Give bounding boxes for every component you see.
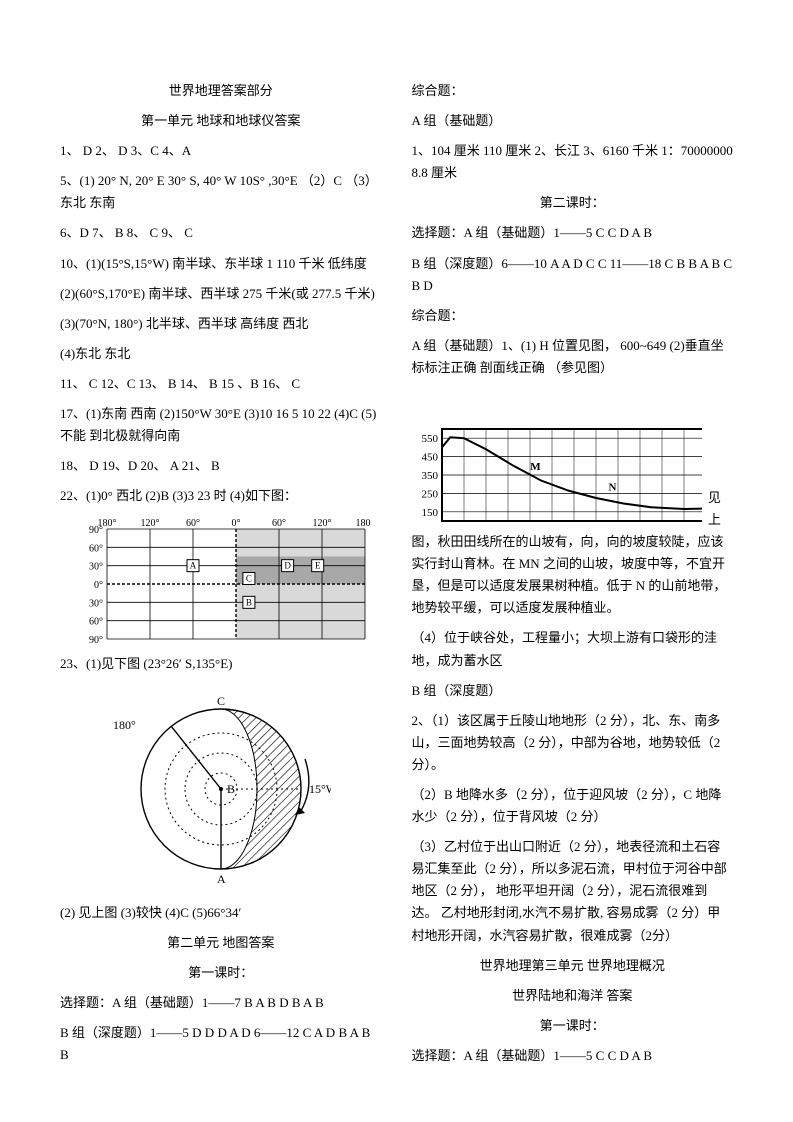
spacer	[412, 387, 734, 421]
svg-text:B: B	[246, 598, 252, 608]
svg-text:B: B	[227, 782, 235, 796]
svg-text:60°: 60°	[186, 518, 200, 529]
title-lesson1: 第一课时：	[60, 962, 382, 984]
grid-figure: 180°120°60°0°60°120°180°90°60°30°0°30°60…	[60, 515, 382, 645]
ans-line: 1、104 厘米 110 厘米 2、长江 3、6160 千米 1：7000000…	[412, 140, 734, 184]
svg-text:N: N	[608, 481, 616, 493]
ans-line: (2) 见上图 (3)较快 (4)C (5)66°34′	[60, 902, 382, 924]
ans-line: （3）乙村位于出山口附近（2 分），地表径流和土石容易汇集至此（2 分），所以多…	[412, 836, 734, 946]
ans-line: 11、 C 12、C 13、 B 14、 B 15 、B 16、 C	[60, 373, 382, 395]
title-unit3: 世界地理第三单元 世界地理概况	[412, 955, 734, 977]
ans-line: 图，秋田田线所在的山坡有，向，向的坡度较陡，应该实行封山育林。在 MN 之间的山…	[412, 531, 734, 619]
ans-line: B 组（深度题）	[412, 680, 734, 702]
ans-line: (4)东北 东北	[60, 343, 382, 365]
svg-text:15°W: 15°W	[309, 782, 331, 796]
profile-chart-icon: 150 250 350 450 550 M N	[412, 421, 702, 531]
ans-line: 综合题：	[412, 80, 734, 102]
title-main: 世界地理答案部分	[60, 80, 382, 102]
ans-line: B 组（深度题）6——10 A A D C C 11——18 C B B A B…	[412, 253, 734, 297]
svg-text:A: A	[217, 872, 226, 886]
svg-text:250: 250	[421, 488, 438, 500]
ans-line: 10、(1)(15°S,15°W) 南半球、东半球 1 110 千米 低纬度	[60, 253, 382, 275]
ans-line: 17、(1)东南 西南 (2)150°W 30°E (3)10 16 5 10 …	[60, 403, 382, 447]
ans-line: 选择题：A 组（基础题）1——5 C C D A B	[412, 222, 734, 244]
title-unit2: 第二单元 地图答案	[60, 932, 382, 954]
svg-text:0°: 0°	[231, 518, 240, 529]
chart-caption-inline: 见上	[708, 487, 733, 531]
svg-text:30°: 30°	[89, 599, 103, 610]
ans-line: A 组（基础题）	[412, 110, 734, 132]
svg-text:60°: 60°	[272, 518, 286, 529]
title-lesson2: 第二课时：	[412, 192, 734, 214]
svg-text:450: 450	[421, 452, 438, 464]
profile-chart-row: 150 250 350 450 550 M N 见上	[412, 421, 734, 531]
ans-line: 选择题：A 组（基础题）1——5 C C D A B	[412, 1045, 734, 1067]
globe-icon: 180° C B A 15°W	[111, 684, 331, 894]
title-lesson1b: 第一课时：	[412, 1015, 734, 1037]
title-unit1: 第一单元 地球和地球仪答案	[60, 110, 382, 132]
ans-line: 6、D 7、 B 8、 C 9、 C	[60, 222, 382, 244]
ans-line: 综合题：	[412, 305, 734, 327]
ans-line: 2、（1）该区属于丘陵山地地形（2 分），北、东、南多山，三面地势较高（2 分）…	[412, 710, 734, 776]
ans-line: (3)(70°N, 180°) 北半球、西半球 高纬度 西北	[60, 313, 382, 335]
svg-text:60°: 60°	[89, 544, 103, 555]
svg-text:D: D	[284, 561, 291, 571]
left-column: 世界地理答案部分 第一单元 地球和地球仪答案 1、 D 2、 D 3、C 4、A…	[60, 80, 382, 1075]
ans-line: （4）位于峡谷处，工程量小；大坝上游有口袋形的洼地，成为蓄水区	[412, 627, 734, 671]
svg-text:0°: 0°	[94, 580, 103, 591]
ans-line: 1、 D 2、 D 3、C 4、A	[60, 140, 382, 162]
globe-figure: 180° C B A 15°W	[60, 684, 382, 894]
svg-text:350: 350	[421, 470, 438, 482]
svg-text:C: C	[217, 694, 225, 708]
ans-line: 选择题：A 组（基础题）1——7 B A B D B A B	[60, 992, 382, 1014]
svg-text:M: M	[530, 461, 541, 473]
ans-line: 23、(1)见下图 (23°26′ S,135°E)	[60, 653, 382, 675]
svg-text:E: E	[315, 561, 321, 571]
ans-line: B 组（深度题）1——5 D D D A D 6——12 C A D B A B…	[60, 1022, 382, 1066]
svg-text:180°: 180°	[113, 718, 136, 732]
ans-line: (2)(60°S,170°E) 南半球、西半球 275 千米(或 277.5 千…	[60, 283, 382, 305]
svg-text:550: 550	[421, 433, 438, 445]
right-column: 综合题： A 组（基础题） 1、104 厘米 110 厘米 2、长江 3、616…	[412, 80, 734, 1075]
ans-line: 22、(1)0° 西北 (2)B (3)3 23 时 (4)如下图：	[60, 485, 382, 507]
svg-text:A: A	[190, 561, 197, 571]
svg-text:60°: 60°	[89, 617, 103, 628]
svg-text:120°: 120°	[140, 518, 159, 529]
svg-text:120°: 120°	[312, 518, 331, 529]
svg-text:150: 150	[421, 507, 438, 519]
svg-text:C: C	[246, 574, 252, 584]
svg-text:180°: 180°	[355, 518, 371, 529]
title-sub: 世界陆地和海洋 答案	[412, 985, 734, 1007]
ans-line: （2）B 地降水多（2 分），位于迎风坡（2 分），C 地降水少（2 分），位于…	[412, 784, 734, 828]
grid-map-icon: 180°120°60°0°60°120°180°90°60°30°0°30°60…	[71, 515, 371, 645]
ans-line: 18、 D 19、D 20、 A 21、 B	[60, 455, 382, 477]
ans-line: A 组（基础题）1、(1) H 位置见图， 600~649 (2)垂直坐标标注正…	[412, 335, 734, 379]
svg-text:30°: 30°	[89, 562, 103, 573]
svg-text:90°: 90°	[89, 525, 103, 536]
ans-line: 5、(1) 20° N, 20° E 30° S, 40° W 10S° ,30…	[60, 170, 382, 214]
svg-text:90°: 90°	[89, 635, 103, 645]
